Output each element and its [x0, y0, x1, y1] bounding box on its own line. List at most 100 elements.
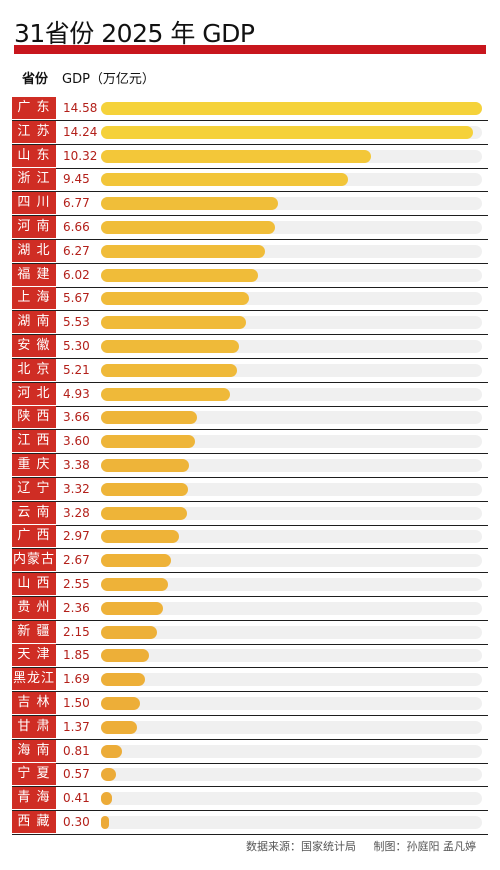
gdp-bar	[101, 387, 230, 401]
bar-track	[101, 625, 482, 639]
value-label: 5.30	[63, 339, 90, 353]
province-label: 云 南	[12, 501, 56, 524]
bar-track	[101, 816, 482, 829]
gdp-bar	[101, 720, 137, 734]
value-label: 3.38	[63, 458, 90, 472]
gdp-bar	[101, 459, 190, 472]
gdp-bar	[101, 435, 196, 449]
bar-row: 浙 江 9.45	[12, 168, 488, 193]
bar-track	[101, 792, 482, 806]
province-label: 陕 西	[12, 406, 56, 429]
row-divider	[12, 405, 488, 407]
bar-row: 甘 肃 1.37	[12, 715, 488, 740]
province-label: 江 西	[12, 430, 56, 453]
bar-row: 广 东 14.58	[12, 97, 488, 121]
bar-row: 陕 西 3.66	[12, 406, 488, 431]
gdp-bar	[101, 316, 246, 330]
row-divider	[12, 524, 488, 526]
value-label: 9.45	[63, 172, 90, 187]
row-divider	[12, 334, 488, 336]
gdp-bar	[101, 411, 197, 425]
value-label: 14.58	[63, 101, 98, 115]
gdp-bar	[101, 125, 474, 139]
province-label: 浙 江	[12, 168, 56, 191]
bar-track	[101, 601, 482, 615]
value-label: 5.53	[63, 315, 90, 330]
bar-track	[101, 673, 482, 687]
gdp-bar	[101, 268, 259, 282]
row-divider	[12, 619, 488, 621]
bar-row: 安 徽 5.30	[12, 335, 488, 359]
row-divider	[12, 239, 488, 240]
gdp-bar	[101, 697, 141, 710]
gdp-bar	[101, 221, 276, 234]
value-label: 2.55	[63, 577, 90, 591]
value-label: 3.60	[63, 434, 90, 449]
province-label: 广 西	[12, 525, 56, 548]
row-divider	[12, 286, 488, 288]
bar-row: 北 京 5.21	[12, 358, 488, 383]
province-label: 吉 林	[12, 692, 56, 714]
bar-track	[101, 459, 482, 472]
row-divider	[12, 715, 488, 716]
value-label: 2.36	[63, 600, 90, 615]
gdp-bar	[101, 768, 116, 782]
province-label: 北 京	[12, 358, 56, 381]
bar-row: 福 建 6.02	[12, 263, 488, 288]
value-label: 2.97	[63, 529, 90, 544]
title-underline	[14, 45, 486, 54]
gdp-bar	[101, 649, 150, 663]
province-label: 山 西	[12, 573, 56, 595]
province-label: 宁 夏	[12, 763, 56, 786]
province-label: 内蒙古	[12, 549, 56, 572]
bar-row: 贵 州 2.36	[12, 596, 488, 621]
value-label: 3.32	[63, 481, 90, 496]
gdp-bar	[101, 292, 250, 306]
value-label: 4.93	[63, 386, 90, 401]
bar-row: 江 苏 14.24	[12, 120, 488, 145]
row-divider	[12, 596, 488, 597]
gdp-bar	[101, 482, 188, 496]
bar-row: 上 海 5.67	[12, 287, 488, 312]
value-label: 5.21	[63, 362, 90, 377]
row-divider	[12, 548, 488, 550]
column-header-province: 省份	[22, 72, 49, 87]
province-label: 福 建	[12, 263, 56, 286]
gdp-bar	[101, 601, 163, 615]
province-label: 上 海	[12, 287, 56, 310]
value-label: 1.85	[63, 648, 90, 663]
row-divider	[12, 167, 488, 169]
data-source: 数据来源：国家统计局	[246, 840, 356, 853]
value-label: 0.30	[63, 815, 90, 829]
bar-row: 吉 林 1.50	[12, 692, 488, 716]
province-label: 湖 北	[12, 239, 56, 262]
value-label: 6.27	[63, 243, 90, 258]
row-divider	[12, 500, 488, 502]
province-label: 辽 宁	[12, 477, 56, 500]
province-label: 四 川	[12, 192, 56, 215]
row-divider	[12, 453, 488, 455]
gdp-bar	[101, 506, 187, 520]
province-label: 重 庆	[12, 454, 56, 476]
value-label: 0.81	[63, 743, 90, 758]
bar-row: 山 东 10.32	[12, 144, 488, 169]
chart-footer: 数据来源：国家统计局 制图：孙庭阳 孟凡婷	[0, 838, 476, 854]
row-divider	[12, 215, 488, 217]
province-label: 黑龙江	[12, 668, 56, 691]
row-divider	[12, 572, 488, 574]
gdp-bar	[101, 673, 146, 687]
gdp-bar	[101, 530, 179, 544]
province-label: 海 南	[12, 739, 56, 762]
bar-track	[101, 530, 482, 544]
bar-track	[101, 744, 482, 758]
gdp-bar	[101, 197, 278, 211]
chart-credit: 制图：孙庭阳 孟凡婷	[373, 840, 477, 853]
value-label: 2.67	[63, 553, 90, 568]
bar-track	[101, 697, 482, 710]
bar-row: 内蒙古 2.67	[12, 549, 488, 574]
bar-track	[101, 554, 482, 568]
bar-row: 云 南 3.28	[12, 501, 488, 526]
province-label: 西 藏	[12, 811, 56, 833]
gdp-bar	[101, 554, 171, 568]
row-divider	[12, 762, 488, 764]
